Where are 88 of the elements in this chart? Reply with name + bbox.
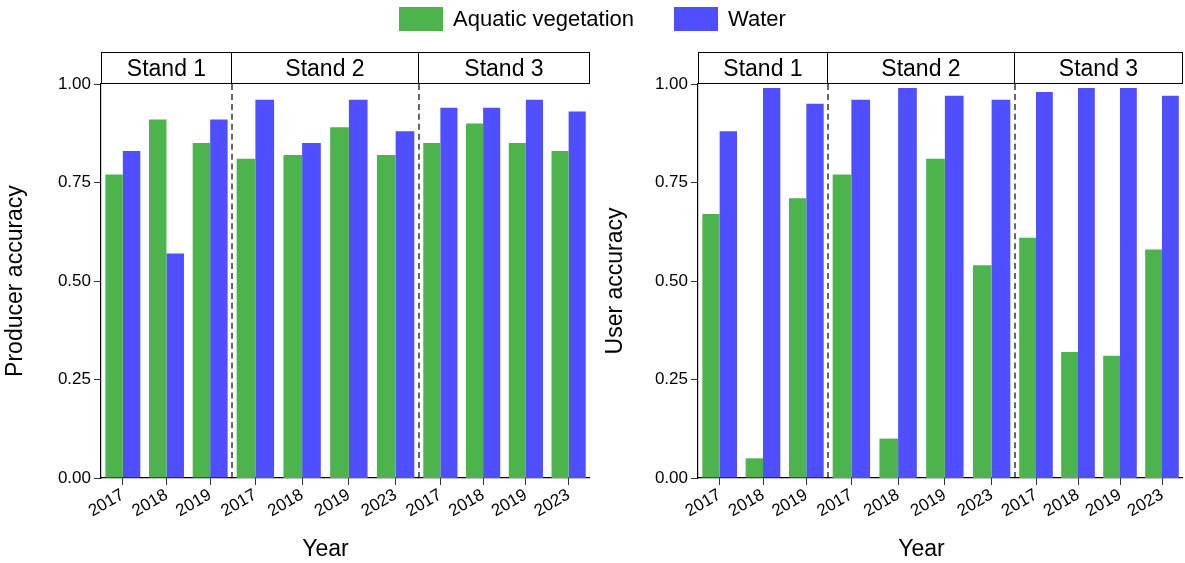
bar (330, 127, 349, 478)
y-tick-label: 0.75 (654, 172, 688, 192)
y-tick-label: 0.25 (654, 369, 688, 389)
x-tick-label: 2023 (530, 484, 573, 521)
bar (236, 158, 256, 478)
y-tick-label: 1.00 (654, 73, 688, 93)
chart-title: Stand 1 (101, 52, 232, 84)
y-tick-label: 1.00 (57, 73, 91, 93)
bar (122, 150, 141, 478)
bar (283, 154, 303, 478)
x-tick-label: 2019 (906, 484, 950, 521)
bar (702, 214, 720, 478)
bar (745, 458, 763, 478)
y-tick-label: 0.00 (654, 467, 688, 487)
x-tick-label: 2017 (217, 484, 260, 521)
bar (525, 99, 543, 478)
chart-title: Stand 3 (1015, 52, 1183, 84)
x-tick-label: 2017 (681, 484, 725, 521)
bar (832, 174, 852, 478)
bar (1019, 237, 1036, 478)
chart-title: Stand 2 (828, 52, 1015, 84)
x-tick-label: 2018 (128, 484, 171, 521)
bar (149, 119, 167, 478)
x-tick-label: 2023 (357, 484, 400, 521)
y-tick-label: 0.25 (57, 369, 91, 389)
y-tick-label: 0.50 (654, 270, 688, 290)
x-axis-title: Year (302, 534, 350, 561)
bar (719, 131, 737, 478)
bar (348, 99, 368, 478)
legend-label: Water (728, 6, 786, 32)
x-tick-label: 2017 (998, 484, 1041, 521)
bar (192, 143, 211, 478)
bar (1103, 355, 1120, 478)
bar (466, 123, 484, 478)
x-tick-label: 2023 (953, 484, 996, 521)
y-tick-label: 0.00 (57, 467, 91, 487)
x-tick-label: 2019 (487, 484, 531, 521)
bar (440, 107, 458, 478)
bar (568, 111, 586, 478)
bar (376, 154, 396, 478)
x-tick-label: 2018 (725, 484, 768, 521)
y-tick-label: 0.75 (57, 172, 91, 192)
bar (395, 131, 415, 478)
bar (944, 95, 964, 478)
legend-label: Aquatic vegetation (453, 6, 635, 32)
bar (851, 99, 871, 478)
bar (423, 143, 441, 478)
x-tick-label: 2017 (402, 484, 445, 521)
bar (1120, 87, 1137, 478)
y-axis-title: User accuracy (601, 207, 628, 355)
bar (1162, 95, 1179, 478)
bar (551, 150, 569, 478)
y-axis-title: Producer accuracy (1, 184, 28, 377)
bar (806, 103, 824, 478)
x-tick-label: 2017 (813, 484, 856, 521)
bar (210, 119, 228, 478)
bar (302, 143, 321, 478)
x-tick-label: 2018 (264, 484, 307, 521)
x-tick-label: 2018 (1040, 484, 1083, 521)
x-tick-label: 2019 (310, 484, 354, 521)
chart-title: Stand 1 (698, 52, 828, 84)
bar (255, 99, 275, 478)
bar (879, 438, 899, 478)
chart-title: Stand 2 (232, 52, 419, 84)
bar (1145, 249, 1162, 478)
bar (1061, 351, 1078, 478)
x-tick-label: 2018 (445, 484, 488, 521)
x-tick-label: 2017 (84, 484, 128, 521)
bar (763, 87, 781, 478)
bar (789, 198, 807, 478)
y-tick-label: 0.50 (57, 270, 91, 290)
x-axis-title: Year (898, 534, 946, 561)
x-tick-label: 2019 (172, 484, 215, 521)
bar (898, 87, 917, 478)
bar (991, 99, 1011, 478)
x-tick-label: 2019 (1082, 484, 1125, 521)
bar (508, 143, 526, 478)
x-tick-label: 2019 (768, 484, 811, 521)
bar (972, 265, 992, 478)
x-tick-label: 2018 (860, 484, 903, 521)
bar (1078, 87, 1095, 478)
bar (926, 158, 945, 478)
bar (483, 107, 501, 478)
x-tick-label: 2023 (1124, 484, 1167, 521)
bar (105, 174, 123, 478)
chart-title: Stand 3 (419, 52, 590, 84)
bar (166, 253, 184, 478)
bar (1036, 91, 1053, 478)
